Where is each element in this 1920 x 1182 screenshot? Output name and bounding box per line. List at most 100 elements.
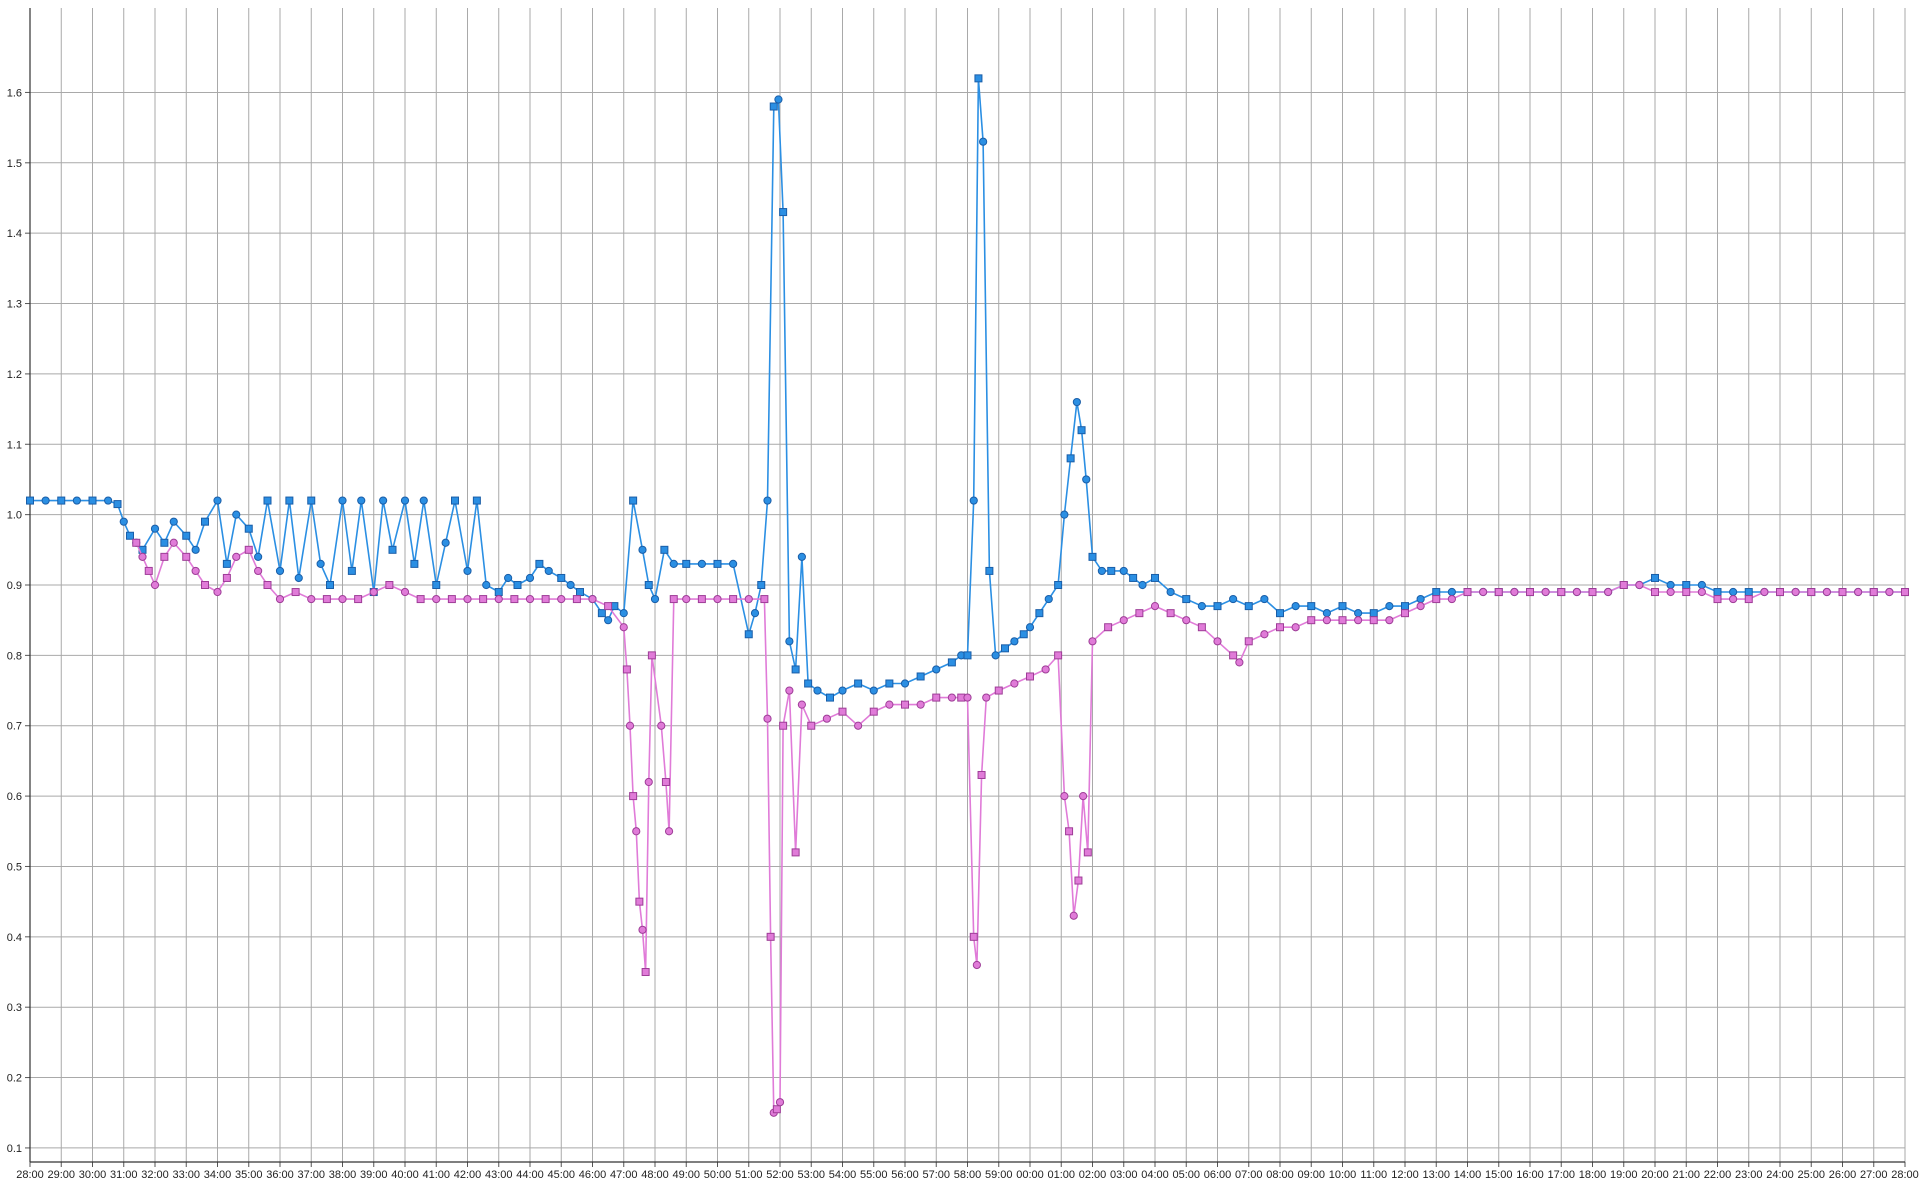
data-point <box>969 496 978 505</box>
y-tick-label: 0.9 <box>7 580 22 592</box>
x-tick-label: 29:00 <box>47 1169 75 1181</box>
x-tick-label: 32:00 <box>141 1169 169 1181</box>
data-point <box>1074 876 1083 885</box>
x-tick-label: 26:00 <box>1829 1169 1857 1181</box>
data-point <box>113 500 122 509</box>
data-point <box>379 496 388 505</box>
x-tick-label: 25:00 <box>1797 1169 1825 1181</box>
data-point <box>629 496 638 505</box>
data-point <box>388 545 397 554</box>
data-point <box>641 968 650 977</box>
data-point <box>144 566 153 575</box>
data-point <box>1066 454 1075 463</box>
x-tick-label: 54:00 <box>829 1169 857 1181</box>
data-point <box>713 559 722 568</box>
x-tick-label: 08:00 <box>1266 1169 1294 1181</box>
data-point <box>1447 587 1456 597</box>
data-point <box>1744 588 1753 597</box>
data-point <box>1041 665 1050 674</box>
data-point <box>294 573 303 583</box>
data-point <box>826 693 834 702</box>
x-tick-label: 58:00 <box>954 1169 982 1181</box>
data-point <box>1651 588 1659 597</box>
data-point <box>1244 637 1253 646</box>
data-point <box>347 566 356 575</box>
data-point <box>213 496 222 505</box>
data-point <box>1182 616 1191 625</box>
data-point <box>1060 510 1069 519</box>
data-point <box>1260 630 1269 639</box>
data-point <box>1869 588 1878 597</box>
y-tick-label: 1.6 <box>7 87 22 99</box>
data-point <box>557 573 566 582</box>
data-point <box>1447 594 1456 604</box>
data-point <box>635 897 644 906</box>
data-point <box>447 595 456 604</box>
data-point <box>510 595 519 604</box>
tick-labels: 28:00 29:00 30:00 31:00 32:00 33:00 34:00 35:00… <box>7 87 1919 1181</box>
data-point <box>1682 581 1691 589</box>
data-point <box>451 496 459 505</box>
x-tick-label: 03:00 <box>1110 1169 1138 1181</box>
data-point <box>126 531 134 540</box>
data-point <box>1369 609 1378 618</box>
data-point <box>201 581 209 589</box>
data-point <box>1885 587 1894 597</box>
data-point <box>432 594 441 604</box>
data-point <box>541 595 550 604</box>
x-tick-label: 12:00 <box>1391 1169 1419 1181</box>
data-point <box>713 594 722 604</box>
data-point <box>604 602 613 611</box>
data-point <box>1416 602 1425 611</box>
data-point <box>232 510 241 519</box>
data-point <box>932 693 941 702</box>
data-point <box>985 566 994 575</box>
data-point <box>441 538 450 547</box>
data-point <box>1354 609 1363 618</box>
data-point <box>119 517 128 526</box>
data-point <box>901 700 909 709</box>
data-point <box>1338 616 1347 625</box>
data-point <box>757 581 766 589</box>
data-point <box>1088 637 1097 646</box>
data-point <box>410 559 419 568</box>
data-point <box>222 573 231 582</box>
data-point <box>41 496 50 505</box>
data-point <box>1682 588 1691 597</box>
data-point <box>772 1105 781 1114</box>
data-point <box>1107 566 1116 575</box>
data-point <box>1557 588 1566 597</box>
data-point <box>775 1098 785 1107</box>
data-point <box>307 594 316 604</box>
data-point <box>357 496 366 505</box>
data-point <box>263 496 272 505</box>
data-point <box>974 74 983 83</box>
data-point <box>1229 651 1238 660</box>
x-tick-label: 37:00 <box>297 1169 325 1181</box>
data-point <box>1526 588 1534 597</box>
data-point <box>763 496 772 505</box>
data-point <box>1276 623 1284 632</box>
data-point <box>285 496 294 505</box>
x-tick-label: 39:00 <box>360 1169 388 1181</box>
data-point <box>385 581 394 589</box>
data-point <box>838 707 847 716</box>
data-point <box>354 595 363 604</box>
data-point <box>769 102 778 111</box>
data-point <box>1079 791 1088 801</box>
data-point <box>525 573 535 583</box>
x-tick-label: 50:00 <box>704 1169 732 1181</box>
data-point <box>535 559 544 568</box>
data-point <box>963 693 972 702</box>
y-tick-label: 0.4 <box>7 932 22 944</box>
x-tick-label: 46:00 <box>579 1169 607 1181</box>
data-point <box>1385 616 1394 625</box>
data-point <box>682 594 691 604</box>
x-tick-label: 43:00 <box>485 1169 513 1181</box>
x-tick-label: 38:00 <box>329 1169 357 1181</box>
data-point <box>644 581 653 589</box>
data-point <box>1213 602 1222 611</box>
data-point <box>619 609 628 618</box>
x-tick-label: 33:00 <box>172 1169 200 1181</box>
